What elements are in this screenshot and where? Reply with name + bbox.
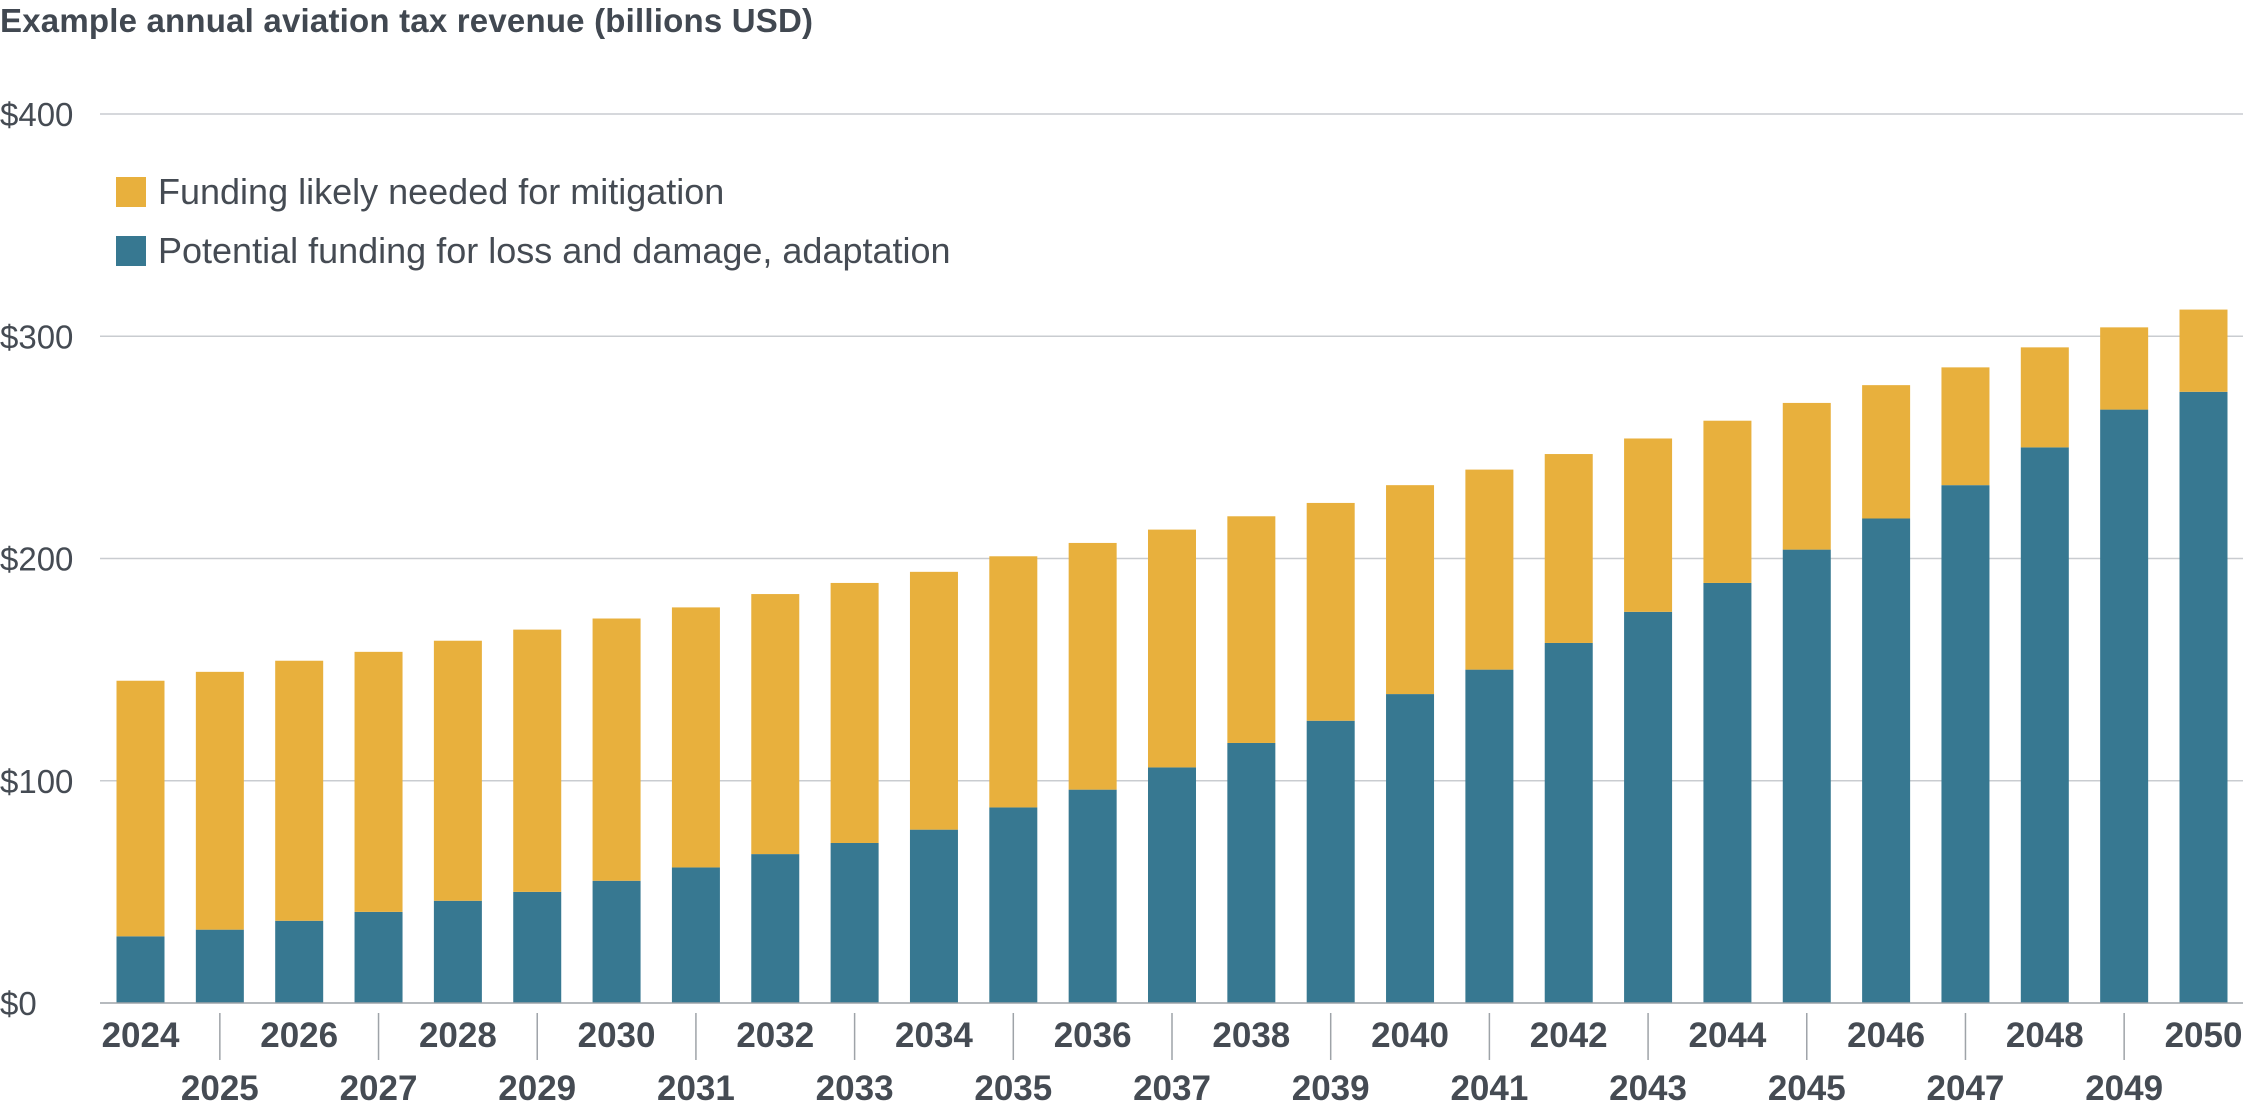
x-tick-label: 2031 bbox=[657, 1069, 735, 1108]
bar-loss-damage-2050 bbox=[2179, 391, 2228, 1003]
legend-swatch-loss-damage bbox=[116, 235, 146, 266]
bar-mitigation-2043 bbox=[1624, 438, 1673, 612]
y-tick-label: $100 bbox=[0, 763, 73, 800]
x-tick-label: 2025 bbox=[181, 1069, 259, 1108]
bar-mitigation-2041 bbox=[1465, 469, 1514, 670]
x-tick-label: 2041 bbox=[1450, 1069, 1528, 1108]
bar-mitigation-2044 bbox=[1703, 420, 1752, 583]
y-tick-label: $200 bbox=[0, 541, 73, 578]
x-tick-label: 2038 bbox=[1212, 1016, 1290, 1055]
bar-mitigation-2028 bbox=[433, 640, 482, 901]
x-tick-label: 2029 bbox=[498, 1069, 576, 1108]
y-tick-label: $300 bbox=[0, 318, 73, 355]
x-tick-label: 2033 bbox=[816, 1069, 894, 1108]
x-tick-label: 2024 bbox=[102, 1016, 180, 1055]
bar-mitigation-2039 bbox=[1306, 502, 1355, 721]
x-tick-label: 2043 bbox=[1609, 1069, 1687, 1108]
x-tick-label: 2045 bbox=[1768, 1069, 1846, 1108]
x-tick-label: 2036 bbox=[1054, 1016, 1132, 1055]
y-tick-label: $400 bbox=[0, 96, 73, 133]
bar-mitigation-2032 bbox=[751, 594, 800, 855]
x-axis-tick-labels: 2024202520262027202820292030203120322033… bbox=[102, 1016, 2243, 1108]
x-tick-label: 2042 bbox=[1530, 1016, 1608, 1055]
bar-loss-damage-2024 bbox=[116, 936, 165, 1003]
bar-loss-damage-2026 bbox=[275, 920, 324, 1003]
bar-loss-damage-2035 bbox=[989, 807, 1038, 1003]
x-tick-label: 2030 bbox=[578, 1016, 656, 1055]
bar-loss-damage-2034 bbox=[909, 829, 958, 1003]
x-tick-label: 2032 bbox=[736, 1016, 814, 1055]
bar-loss-damage-2030 bbox=[592, 880, 641, 1003]
bar-mitigation-2034 bbox=[909, 571, 958, 830]
bar-mitigation-2050 bbox=[2179, 309, 2228, 392]
bar-loss-damage-2028 bbox=[433, 900, 482, 1003]
x-tick-label: 2047 bbox=[1927, 1069, 2005, 1108]
bar-loss-damage-2049 bbox=[2100, 409, 2149, 1003]
bar-loss-damage-2044 bbox=[1703, 582, 1752, 1003]
bar-mitigation-2045 bbox=[1782, 402, 1831, 550]
legend-label-mitigation: Funding likely needed for mitigation bbox=[158, 170, 725, 212]
x-tick-label: 2026 bbox=[260, 1016, 338, 1055]
bar-loss-damage-2037 bbox=[1148, 767, 1196, 1003]
bar-loss-damage-2047 bbox=[1941, 485, 1990, 1004]
x-tick-label: 2044 bbox=[1688, 1016, 1766, 1055]
x-tick-label: 2028 bbox=[419, 1016, 497, 1055]
bar-loss-damage-2039 bbox=[1306, 720, 1355, 1003]
bar-mitigation-2048 bbox=[2020, 347, 2069, 448]
legend-swatch-mitigation bbox=[116, 176, 146, 207]
x-tick-label: 2048 bbox=[2006, 1016, 2084, 1055]
bar-loss-damage-2045 bbox=[1782, 549, 1831, 1003]
bar-mitigation-2024 bbox=[116, 680, 165, 937]
bar-loss-damage-2029 bbox=[513, 891, 562, 1003]
x-tick-label: 2034 bbox=[895, 1016, 973, 1055]
bar-loss-damage-2032 bbox=[751, 854, 800, 1003]
y-axis-tick-labels: $0 $100 $200 $300 $400 bbox=[0, 96, 73, 1022]
bar-loss-damage-2046 bbox=[1862, 518, 1911, 1003]
x-tick-label: 2050 bbox=[2165, 1016, 2243, 1055]
bar-loss-damage-2043 bbox=[1624, 611, 1673, 1003]
bar-mitigation-2030 bbox=[592, 618, 641, 881]
bar-mitigation-2027 bbox=[354, 651, 403, 912]
bar-loss-damage-2042 bbox=[1544, 642, 1593, 1003]
bar-loss-damage-2048 bbox=[2020, 447, 2069, 1003]
bar-loss-damage-2038 bbox=[1227, 742, 1276, 1003]
chart-title: Example annual aviation tax revenue (bil… bbox=[0, 2, 814, 39]
bar-loss-damage-2031 bbox=[671, 867, 720, 1003]
bar-mitigation-2038 bbox=[1227, 516, 1276, 743]
x-tick-label: 2037 bbox=[1133, 1069, 1211, 1108]
x-tick-label: 2039 bbox=[1292, 1069, 1370, 1108]
bar-mitigation-2029 bbox=[513, 629, 562, 892]
x-tick-label: 2046 bbox=[1847, 1016, 1925, 1055]
legend-item-mitigation: Funding likely needed for mitigation bbox=[116, 162, 951, 221]
legend-label-loss-damage: Potential funding for loss and damage, a… bbox=[158, 229, 951, 271]
bar-loss-damage-2041 bbox=[1465, 669, 1514, 1003]
bar-loss-damage-2027 bbox=[354, 911, 403, 1003]
bar-mitigation-2035 bbox=[989, 556, 1038, 808]
x-tick-label: 2040 bbox=[1371, 1016, 1449, 1055]
bar-loss-damage-2036 bbox=[1068, 789, 1117, 1003]
x-tick-label: 2049 bbox=[2085, 1069, 2163, 1108]
bars bbox=[116, 309, 2228, 1004]
bar-mitigation-2040 bbox=[1386, 485, 1435, 695]
bar-mitigation-2042 bbox=[1544, 454, 1593, 643]
bar-mitigation-2046 bbox=[1862, 385, 1911, 519]
bar-mitigation-2036 bbox=[1068, 542, 1117, 790]
y-tick-label: $0 bbox=[0, 985, 37, 1022]
bar-mitigation-2026 bbox=[275, 660, 324, 921]
legend: Funding likely needed for mitigation Pot… bbox=[116, 162, 951, 280]
bar-mitigation-2037 bbox=[1148, 529, 1196, 768]
bar-loss-damage-2040 bbox=[1386, 694, 1435, 1003]
bar-loss-damage-2033 bbox=[830, 842, 879, 1003]
x-tick-label: 2027 bbox=[340, 1069, 418, 1108]
x-tick-label: 2035 bbox=[974, 1069, 1052, 1108]
bar-mitigation-2033 bbox=[830, 582, 879, 843]
bar-loss-damage-2025 bbox=[195, 929, 244, 1003]
bar-mitigation-2025 bbox=[195, 671, 244, 930]
x-axis bbox=[100, 1002, 2243, 1060]
legend-item-loss-damage: Potential funding for loss and damage, a… bbox=[116, 221, 951, 280]
bar-mitigation-2031 bbox=[671, 607, 720, 868]
bar-mitigation-2047 bbox=[1941, 367, 1990, 486]
bar-mitigation-2049 bbox=[2100, 327, 2149, 410]
